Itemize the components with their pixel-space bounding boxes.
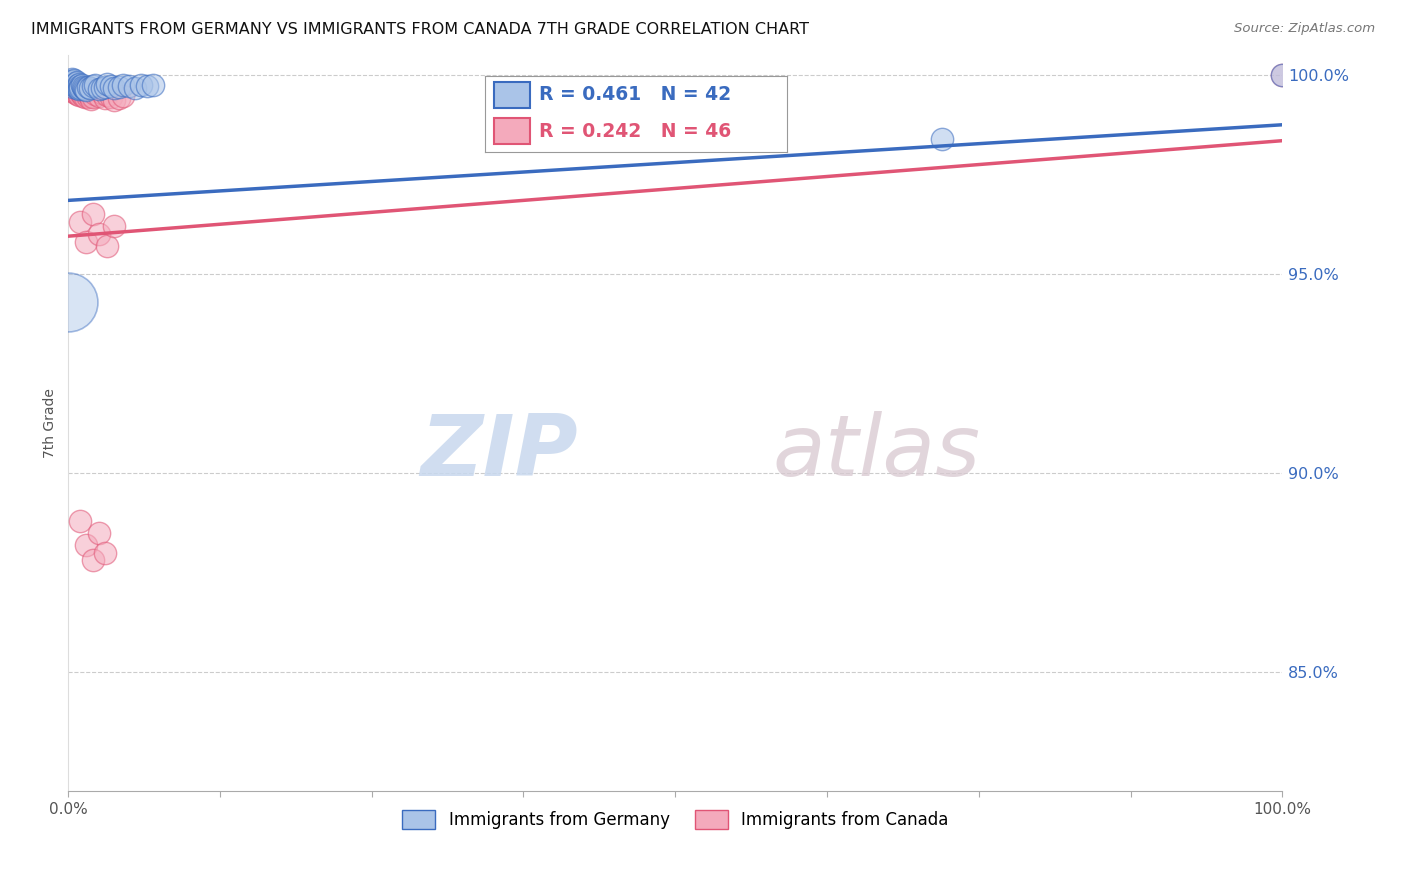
Point (108, 80, 131, 95)
Y-axis label: 7th Grade: 7th Grade (44, 388, 58, 458)
Point (136, 79, 159, 94)
Point (63, 72, 86, 87)
Point (91, 86, 114, 100)
Point (69, 79, 91, 94)
Point (65, 86, 87, 100)
Point (67, 77, 90, 91)
Point (75, 90, 97, 104)
Point (82, 553, 104, 567)
Point (129, 78, 152, 92)
Point (66, 80, 89, 95)
Point (69, 215, 91, 229)
Point (96, 87, 118, 102)
Point (66, 87, 89, 102)
Point (66, 78, 89, 92)
Point (931, 131, 953, 145)
Point (84, 87, 107, 102)
Point (58, 294, 80, 309)
Point (108, 91, 131, 105)
Point (82, 79, 104, 94)
Point (87, 227, 110, 242)
Point (73, 80, 96, 95)
Point (63, 85, 86, 99)
Point (75, 83, 97, 97)
Point (70, 78, 93, 92)
Point (59, 80, 82, 95)
Point (142, 78, 165, 92)
Point (100, 79, 122, 94)
Point (96, 239, 118, 253)
Point (75, 538, 97, 552)
Point (75, 235, 97, 249)
Point (93, 80, 115, 95)
Point (66, 80, 89, 95)
Point (67, 82, 90, 96)
Point (60, 78, 83, 92)
Point (79, 80, 101, 95)
Point (60, 72, 83, 87)
Point (67, 87, 90, 102)
Point (66, 84, 89, 98)
Point (111, 88, 134, 103)
Point (75, 85, 97, 99)
Point (79, 88, 101, 103)
Point (111, 78, 134, 92)
Text: R = 0.242   N = 46: R = 0.242 N = 46 (540, 121, 731, 141)
Bar (494, 82, 530, 108)
Point (1271, 68, 1294, 82)
Point (84, 78, 107, 92)
Point (63, 78, 86, 92)
Bar (494, 119, 530, 144)
Point (69, 85, 91, 99)
Point (66, 75, 89, 89)
Point (63, 80, 86, 95)
Text: R = 0.461   N = 42: R = 0.461 N = 42 (540, 86, 731, 104)
Point (58, 74, 80, 88)
Point (58, 79, 80, 94)
Point (62, 74, 84, 88)
Point (72, 88, 94, 103)
Point (80, 92, 103, 106)
Point (93, 545, 115, 559)
Legend: Immigrants from Germany, Immigrants from Canada: Immigrants from Germany, Immigrants from… (395, 804, 955, 836)
Point (73, 86, 96, 100)
Point (65, 82, 87, 96)
Point (103, 80, 125, 95)
Point (100, 90, 122, 104)
Point (62, 80, 84, 95)
Point (69, 80, 91, 95)
Point (76, 90, 98, 104)
Point (93, 91, 115, 105)
Point (60, 82, 83, 96)
Point (82, 207, 104, 221)
Point (103, 93, 125, 107)
Point (62, 78, 84, 92)
Point (118, 79, 141, 94)
Point (76, 80, 98, 95)
Point (62, 84, 84, 98)
Point (75, 82, 97, 96)
Point (87, 82, 110, 96)
Point (69, 82, 91, 96)
Point (59, 76, 82, 90)
Point (87, 88, 110, 103)
Point (65, 76, 87, 90)
Point (82, 90, 104, 104)
Text: Source: ZipAtlas.com: Source: ZipAtlas.com (1234, 22, 1375, 36)
Point (1271, 68, 1294, 82)
Point (91, 80, 114, 95)
Point (66, 86, 89, 100)
Point (69, 514, 91, 528)
Point (77, 87, 100, 102)
Text: IMMIGRANTS FROM GERMANY VS IMMIGRANTS FROM CANADA 7TH GRADE CORRELATION CHART: IMMIGRANTS FROM GERMANY VS IMMIGRANTS FR… (31, 22, 808, 37)
Point (65, 79, 87, 94)
Text: atlas: atlas (772, 411, 980, 494)
Point (70, 87, 93, 102)
Point (87, 525, 110, 540)
Point (72, 80, 94, 95)
Point (124, 80, 146, 95)
Point (103, 219, 125, 234)
Text: ZIP: ZIP (420, 411, 578, 494)
Point (96, 77, 118, 91)
